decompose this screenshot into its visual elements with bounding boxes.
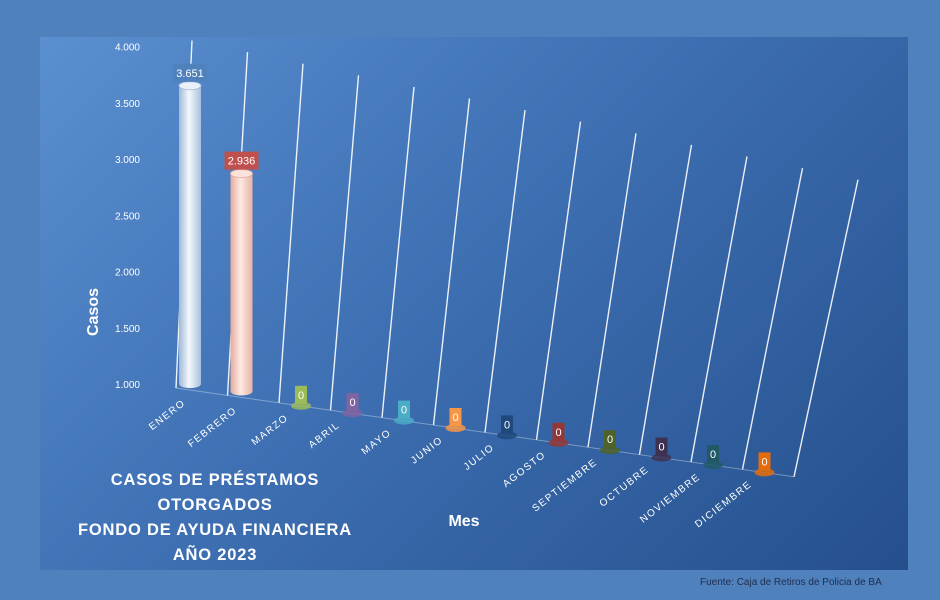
data-label: 3.651 (176, 68, 204, 80)
data-label-box (295, 385, 307, 404)
y-tick-label: 1.500 (115, 324, 140, 335)
grid-line (690, 156, 748, 463)
x-axis-title: Mes (448, 513, 479, 530)
x-tick-label: FEBRERO (186, 405, 239, 450)
bar (179, 85, 201, 384)
chart: 1.000 1.500 2.000 2.500 3.000 3.500 4.000 3.65… (85, 40, 859, 530)
bar-top (178, 81, 202, 91)
data-label-box (449, 408, 462, 426)
grid-line (741, 167, 804, 470)
bar-base (230, 387, 253, 396)
grid-line (381, 86, 415, 418)
x-tick-label: MAYO (360, 427, 394, 457)
data-label: 0 (710, 449, 716, 461)
x-tick-label: MARZO (250, 412, 291, 448)
data-label-box (758, 452, 771, 471)
data-label: 0 (298, 390, 304, 402)
bar-base (179, 380, 201, 388)
data-label: 0 (761, 456, 767, 468)
data-label: 0 (555, 427, 561, 439)
x-tick-label: ENERO (147, 398, 188, 433)
x-tick-label: ABRIL (307, 420, 342, 451)
y-tick-label: 3.000 (115, 155, 140, 166)
x-tick-label: JUNIO (409, 435, 445, 467)
grid-line (793, 179, 859, 477)
data-label-box (707, 445, 719, 463)
data-label: 0 (349, 397, 355, 409)
y-tick-label: 1.000 (115, 380, 140, 391)
data-label-box (173, 63, 207, 82)
grid-line (432, 98, 471, 426)
data-label: 0 (401, 405, 407, 417)
floor-line (175, 387, 795, 478)
grid-line (638, 144, 693, 455)
x-tick-label: AGOSTO (501, 449, 548, 489)
x-tick-label: DICIEMBRE (693, 479, 754, 530)
grid-line (484, 110, 526, 433)
x-tick-label: JULIO (462, 442, 497, 473)
data-label-box (552, 422, 565, 441)
data-label-box (655, 437, 668, 456)
bars: 3.651 2.936 0 0 0 0 0 0 0 0 0 0 (173, 63, 775, 477)
data-label-box (224, 151, 259, 170)
grid-line (535, 121, 582, 440)
data-label: 0 (607, 434, 613, 446)
y-tick-label: 3.500 (115, 99, 140, 110)
x-tick-label: NOVIEMBRE (638, 472, 703, 526)
data-label-box (501, 415, 513, 434)
data-label-box (398, 400, 410, 419)
source-note: Fuente: Caja de Retiros de Policia de BA (700, 577, 882, 588)
grid-lines (175, 40, 859, 478)
grid-line (587, 133, 637, 448)
y-tick-label: 2.000 (115, 268, 140, 279)
data-label-box (604, 430, 616, 449)
x-tick-label: OCTUBRE (598, 464, 652, 509)
title-line-1: CASOS DE PRÉSTAMOS OTORGADOS (110, 471, 320, 514)
data-label: 0 (658, 442, 664, 454)
title-line-2: FONDO DE AYUDA FINANCIERA (78, 521, 352, 539)
data-label: 2.936 (228, 156, 256, 168)
grid-line (329, 75, 360, 411)
y-axis-title: Casos (85, 288, 102, 336)
chart-title: CASOS DE PRÉSTAMOS OTORGADOS FONDO DE AY… (60, 468, 370, 568)
y-tick-label: 4.000 (115, 43, 140, 54)
y-tick-label: 2.500 (115, 211, 140, 222)
bar-top (230, 169, 253, 179)
data-label-box (346, 393, 359, 412)
x-tick-label: SEPTIEMBRE (530, 457, 599, 515)
data-label: 0 (504, 419, 510, 431)
data-label: 0 (452, 412, 458, 424)
bar (230, 173, 253, 392)
chart-panel: 1.000 1.500 2.000 2.500 3.000 3.500 4.000 3.65… (40, 37, 908, 570)
y-axis-ticks: 1.000 1.500 2.000 2.500 3.000 3.500 4.000 (115, 43, 140, 392)
grid-line (278, 63, 304, 403)
title-line-3: AÑO 2023 (172, 546, 258, 564)
